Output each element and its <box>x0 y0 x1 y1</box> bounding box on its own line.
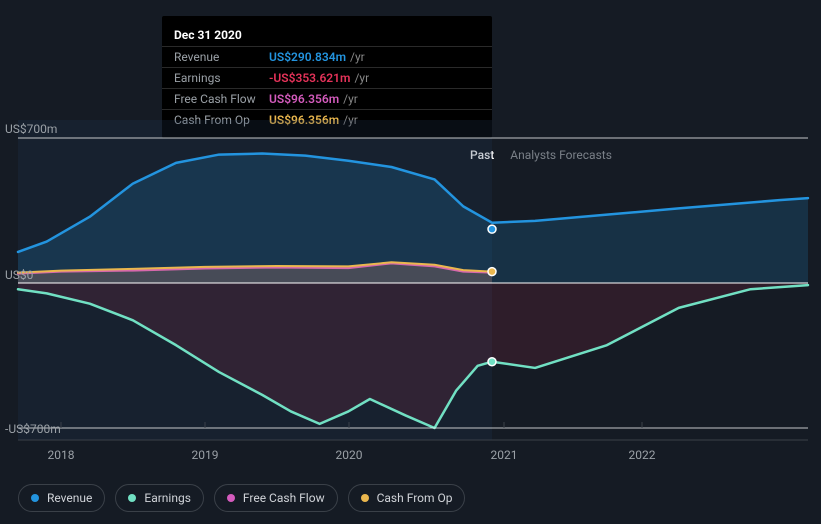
x-tick-label: 2020 <box>336 448 363 462</box>
tooltip-date: Dec 31 2020 <box>162 24 492 46</box>
legend-dot-icon <box>128 494 136 502</box>
x-axis-labels: 2018 2019 2020 2021 2022 <box>18 448 808 468</box>
tooltip-metric-unit: /yr <box>350 50 365 64</box>
legend-label: Earnings <box>144 491 191 505</box>
y-tick-label: -US$700m <box>5 422 61 436</box>
series-marker-earnings <box>488 358 496 366</box>
legend-item-cfo[interactable]: Cash From Op <box>348 484 466 512</box>
legend-label: Cash From Op <box>377 491 453 505</box>
legend-dot-icon <box>31 494 39 502</box>
tooltip-row: Earnings-US$353.621m/yr <box>162 67 492 88</box>
chart-legend: Revenue Earnings Free Cash Flow Cash From O… <box>18 484 465 512</box>
tooltip-row: Free Cash FlowUS$96.356m/yr <box>162 88 492 109</box>
x-tick-label: 2019 <box>192 448 219 462</box>
tooltip-metric-value: -US$353.621m <box>269 71 350 85</box>
x-tick-label: 2022 <box>629 448 656 462</box>
y-tick-label: US$700m <box>5 122 57 136</box>
tooltip-metric-label: Earnings <box>174 71 269 85</box>
tooltip-metric-unit: /yr <box>343 92 358 106</box>
legend-item-earnings[interactable]: Earnings <box>115 484 204 512</box>
legend-item-fcf[interactable]: Free Cash Flow <box>214 484 338 512</box>
legend-item-revenue[interactable]: Revenue <box>18 484 105 512</box>
tooltip-metric-label: Revenue <box>174 50 269 64</box>
tooltip-metric-unit: /yr <box>354 71 369 85</box>
y-tick-label: US$0 <box>5 268 33 282</box>
legend-dot-icon <box>227 494 235 502</box>
tooltip-metric-label: Free Cash Flow <box>174 92 269 106</box>
x-tick-label: 2018 <box>48 448 75 462</box>
series-marker-revenue <box>488 225 496 233</box>
tooltip-metric-value: US$290.834m <box>269 50 346 64</box>
tooltip-row: RevenueUS$290.834m/yr <box>162 46 492 67</box>
series-marker-cfo <box>488 268 496 276</box>
legend-label: Revenue <box>47 491 92 505</box>
financials-chart[interactable] <box>18 120 808 460</box>
tooltip-metric-value: US$96.356m <box>269 92 339 106</box>
x-tick-label: 2021 <box>491 448 518 462</box>
legend-label: Free Cash Flow <box>243 491 325 505</box>
legend-dot-icon <box>361 494 369 502</box>
